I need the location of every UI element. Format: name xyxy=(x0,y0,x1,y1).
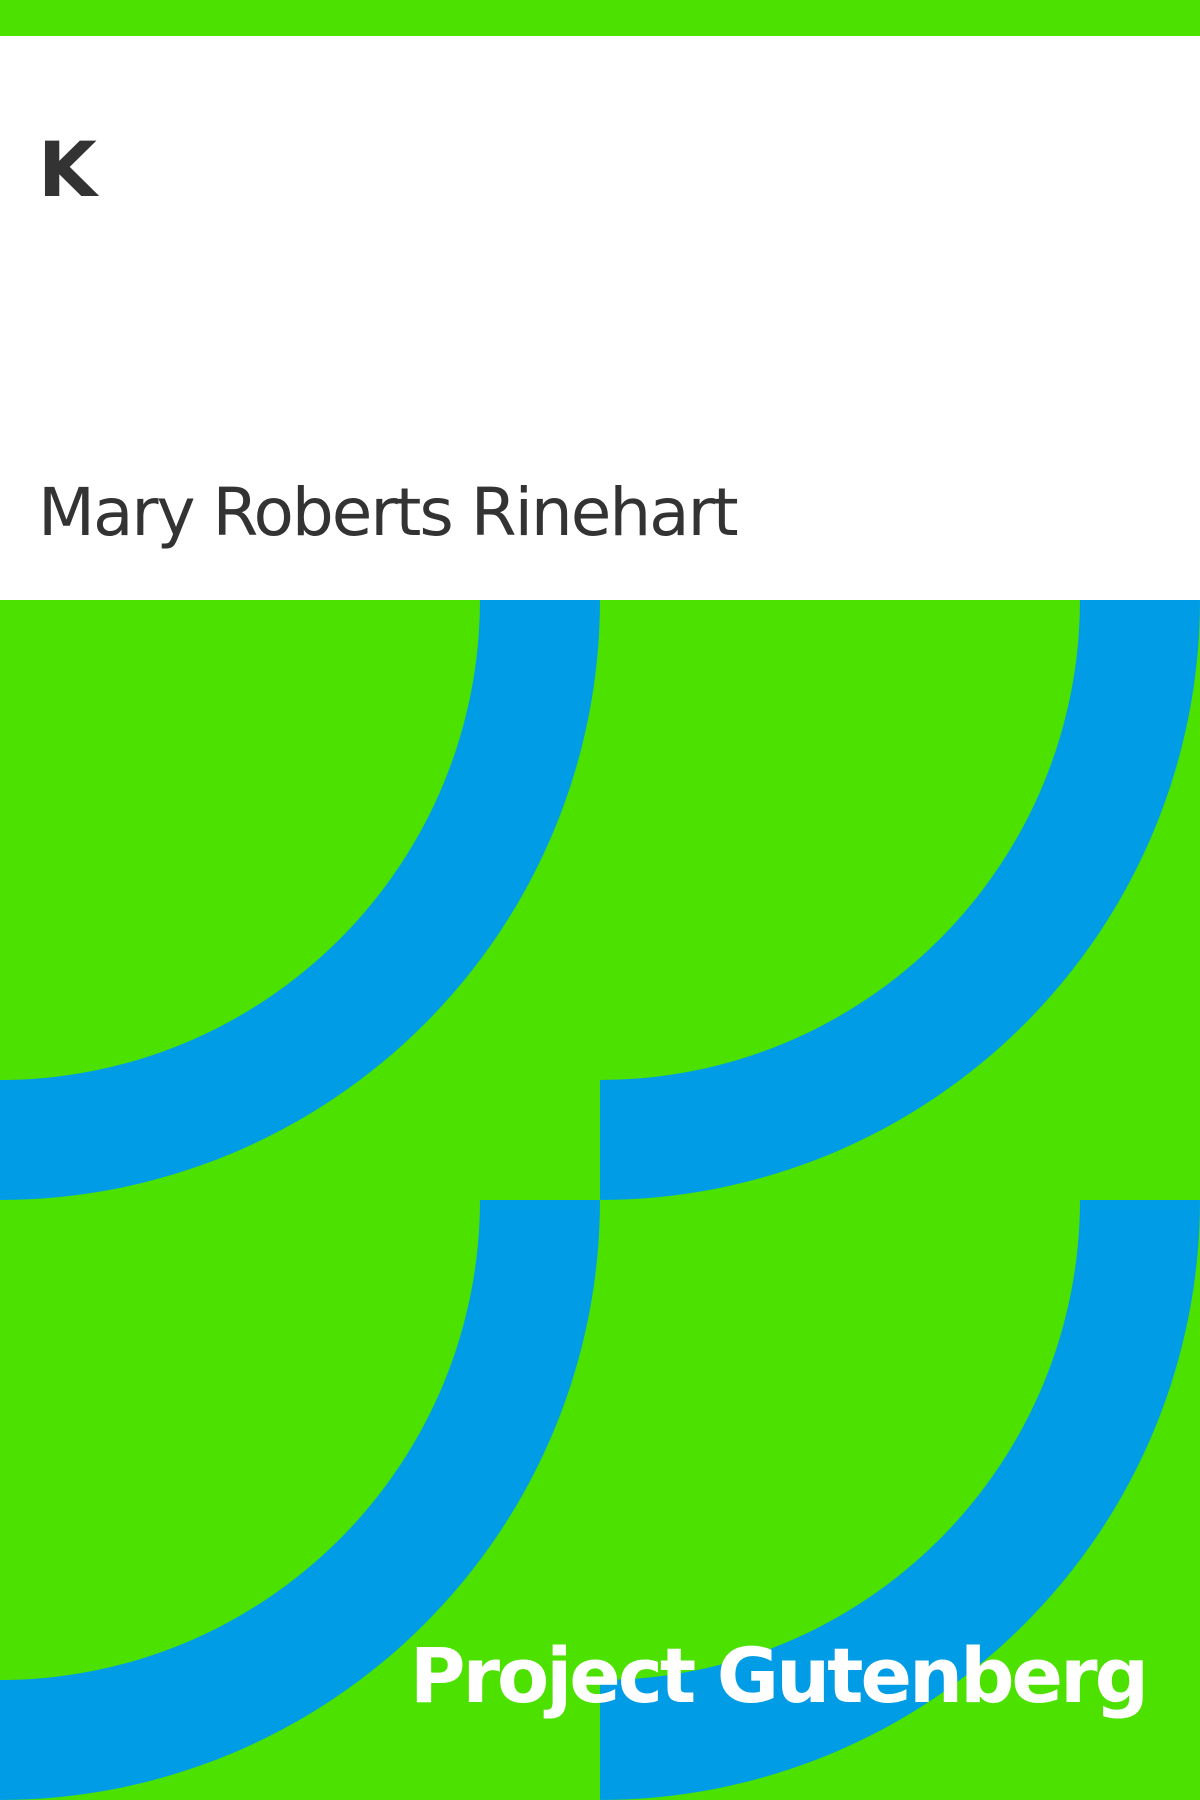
arc-core xyxy=(600,1200,1080,1680)
pattern-tile-top-right xyxy=(600,600,1200,1200)
publisher-name: Project Gutenberg xyxy=(409,1631,1149,1720)
pattern-tile-top-left xyxy=(0,600,600,1200)
title-panel: K Mary Roberts Rinehart xyxy=(0,36,1200,600)
book-author: Mary Roberts Rinehart xyxy=(38,474,739,551)
top-accent-stripe xyxy=(0,0,1200,36)
pattern-tile-bottom-right xyxy=(600,1200,1200,1800)
arc-core xyxy=(0,600,480,1080)
arc-core xyxy=(0,1200,480,1680)
book-title: K xyxy=(38,125,97,214)
pattern-tile-bottom-left xyxy=(0,1200,600,1800)
arc-core xyxy=(600,600,1080,1080)
arc-pattern-icon xyxy=(0,600,1200,1800)
